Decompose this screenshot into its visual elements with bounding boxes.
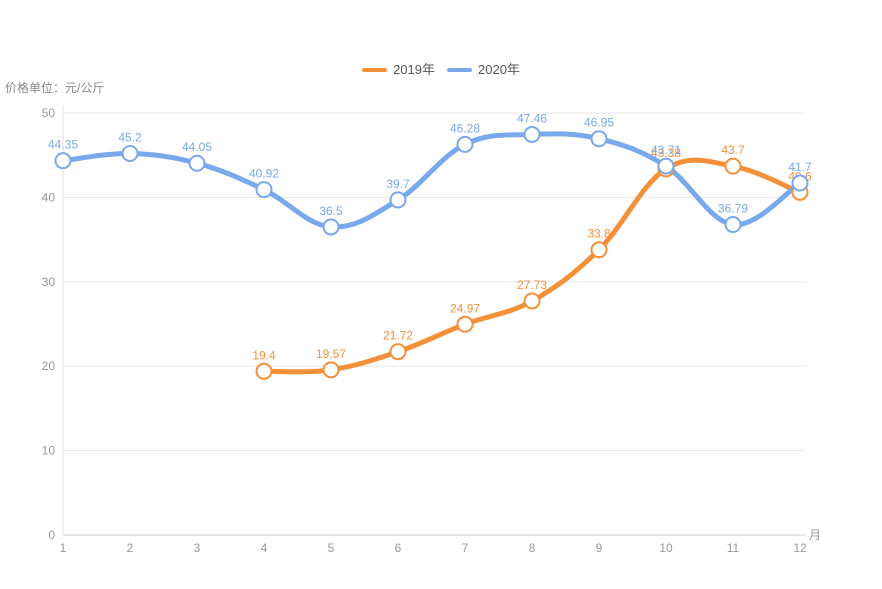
y-axis-title: 价格单位：元/公斤 bbox=[5, 81, 105, 95]
data-point-2019-m6[interactable] bbox=[389, 343, 407, 361]
data-point-2020-m6[interactable] bbox=[389, 191, 407, 209]
y-tick-label: 40 bbox=[42, 190, 56, 204]
x-tick-label: 1 bbox=[60, 541, 67, 555]
x-tick-label: 11 bbox=[727, 541, 740, 555]
y-tick-label: 20 bbox=[42, 359, 56, 373]
value-label-2019-m6: 21.72 bbox=[383, 329, 413, 343]
x-tick-label: 6 bbox=[395, 541, 402, 555]
value-label-2019-m5: 19.57 bbox=[316, 347, 346, 361]
x-tick-label: 8 bbox=[529, 541, 536, 555]
value-label-2020-m2: 45.2 bbox=[118, 131, 142, 145]
x-tick-label: 3 bbox=[194, 541, 201, 555]
legend-label-2019: 2019年 bbox=[393, 62, 435, 77]
data-point-2019-m9[interactable] bbox=[590, 241, 608, 259]
x-tick-label: 2 bbox=[127, 541, 134, 555]
legend-item-2020[interactable]: 2020年 bbox=[447, 63, 520, 77]
value-label-2019-m4: 19.4 bbox=[252, 348, 276, 362]
x-tick-label: 7 bbox=[462, 541, 469, 555]
legend-item-2019[interactable]: 2019年 bbox=[362, 63, 435, 77]
value-label-2020-m1: 44.35 bbox=[48, 138, 78, 152]
data-point-2020-m11[interactable] bbox=[724, 215, 742, 233]
value-label-2020-m7: 46.28 bbox=[450, 121, 480, 135]
y-tick-label: 30 bbox=[42, 275, 56, 289]
x-tick-label: 10 bbox=[659, 541, 673, 555]
data-point-2020-m9[interactable] bbox=[590, 130, 608, 148]
legend-label-2020: 2020年 bbox=[478, 62, 520, 77]
value-label-2020-m4: 40.92 bbox=[249, 167, 279, 181]
data-point-2020-m1[interactable] bbox=[54, 152, 72, 170]
data-point-2020-m7[interactable] bbox=[456, 135, 474, 153]
value-label-2020-m9: 46.95 bbox=[584, 116, 614, 130]
legend-swatch-2019 bbox=[362, 68, 388, 72]
y-tick-label: 0 bbox=[48, 528, 55, 542]
value-label-2020-m8: 47.46 bbox=[517, 111, 547, 125]
data-point-2020-m8[interactable] bbox=[523, 125, 541, 143]
y-tick-label: 10 bbox=[42, 444, 56, 458]
legend: 2019年 2020年 bbox=[0, 63, 882, 77]
data-point-2020-m5[interactable] bbox=[322, 218, 340, 236]
y-tick-label: 50 bbox=[42, 106, 56, 120]
data-point-2019-m11[interactable] bbox=[724, 157, 742, 175]
value-label-2019-m11: 43.7 bbox=[721, 143, 745, 157]
x-tick-label: 5 bbox=[328, 541, 335, 555]
data-point-2020-m10[interactable] bbox=[657, 157, 675, 175]
value-label-2020-m3: 44.05 bbox=[182, 140, 212, 154]
data-point-2020-m4[interactable] bbox=[255, 181, 273, 199]
x-tick-label: 12 bbox=[793, 541, 807, 555]
data-point-2019-m8[interactable] bbox=[523, 292, 541, 310]
value-label-2020-m10: 43.71 bbox=[651, 143, 681, 157]
x-tick-label: 4 bbox=[261, 541, 268, 555]
value-label-2019-m7: 24.97 bbox=[450, 301, 480, 315]
data-point-2019-m5[interactable] bbox=[322, 361, 340, 379]
value-label-2020-m11: 36.79 bbox=[718, 201, 748, 215]
value-label-2020-m12: 41.7 bbox=[788, 160, 812, 174]
value-label-2020-m5: 36.5 bbox=[319, 204, 343, 218]
value-label-2019-m10: 43.38 bbox=[651, 146, 681, 160]
data-point-2019-m4[interactable] bbox=[255, 362, 273, 380]
legend-swatch-2020 bbox=[447, 68, 472, 72]
value-label-2020-m6: 39.7 bbox=[386, 177, 410, 191]
x-tick-label: 9 bbox=[596, 541, 603, 555]
series-line-2019 bbox=[261, 157, 803, 375]
data-point-2020-m2[interactable] bbox=[121, 145, 139, 163]
data-point-2019-m7[interactable] bbox=[456, 315, 474, 333]
x-axis-name: 月 bbox=[809, 528, 821, 542]
data-point-2020-m3[interactable] bbox=[188, 154, 206, 172]
value-label-2019-m9: 33.8 bbox=[587, 227, 611, 241]
data-point-2020-m12[interactable] bbox=[791, 174, 809, 192]
series-line-2020 bbox=[60, 131, 803, 230]
value-label-2019-m8: 27.73 bbox=[517, 278, 547, 292]
